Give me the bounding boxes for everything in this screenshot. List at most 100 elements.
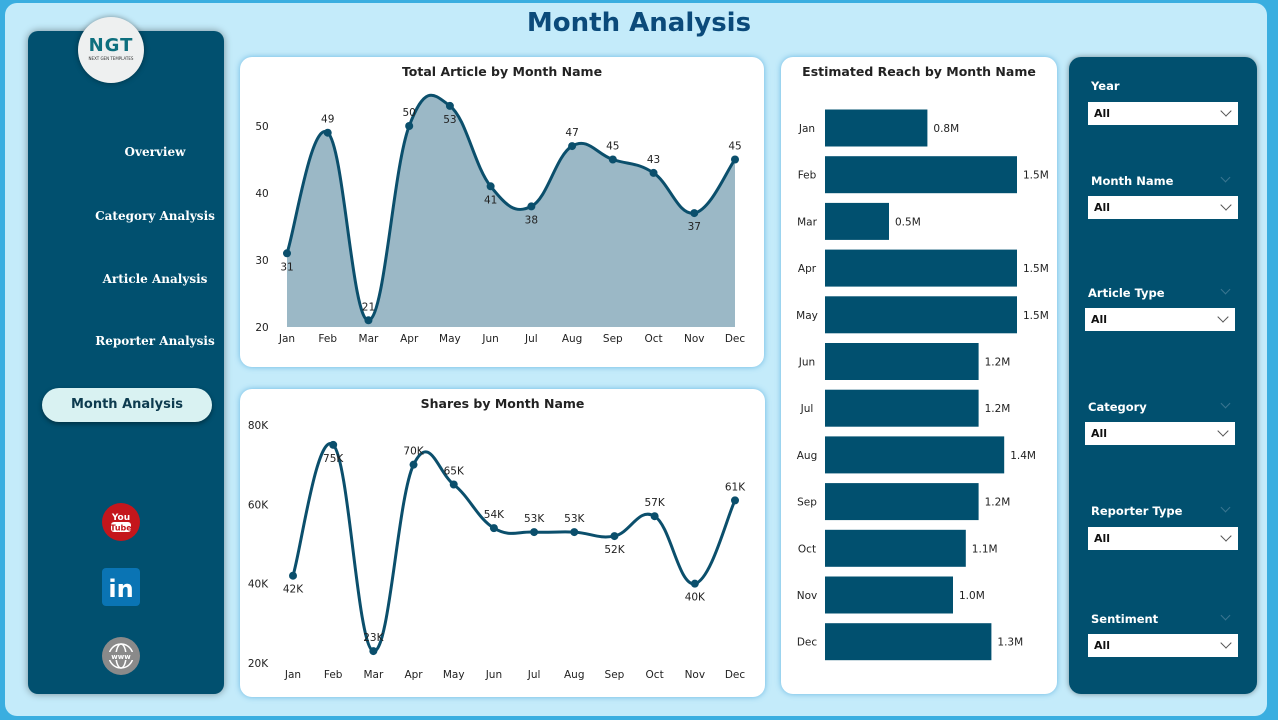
data-label: 43 — [647, 154, 660, 166]
y-tick-label: 20 — [255, 322, 268, 334]
chevron-down-icon — [1220, 530, 1232, 542]
chevron-down-icon — [1220, 637, 1232, 649]
svg-text:Tube: Tube — [110, 524, 132, 533]
data-label: 50 — [402, 107, 415, 119]
x-tick-label: Jan — [278, 333, 295, 345]
reporter-type-dropdown[interactable]: All — [1088, 527, 1238, 550]
data-label: 37 — [688, 221, 701, 233]
svg-text:in: in — [108, 575, 133, 603]
y-tick-label: 30 — [255, 255, 268, 267]
data-label: 40K — [685, 592, 706, 604]
x-tick-label: Jul — [527, 669, 541, 681]
x-tick-label: Apr — [404, 669, 423, 681]
x-tick-label: Mar — [359, 333, 379, 345]
x-tick-label: May — [443, 669, 465, 681]
data-label: 52K — [604, 544, 625, 556]
data-label: 0.5M — [895, 216, 921, 228]
chart-title: Total Article by Month Name — [401, 64, 603, 79]
data-label: 70K — [403, 446, 424, 458]
chevron-down-icon — [1217, 311, 1229, 323]
data-point — [364, 316, 373, 325]
data-point — [610, 532, 619, 541]
bar — [825, 296, 1017, 334]
x-tick-label: Mar — [363, 669, 383, 681]
data-point — [650, 512, 659, 521]
shares-chart-card: Shares by Month Name 20K 40K 60K 80K Jan Feb M… — [240, 389, 765, 697]
linkedin-icon[interactable]: in — [101, 567, 141, 607]
x-tick-label: Feb — [324, 669, 343, 681]
year-dropdown[interactable]: All — [1088, 102, 1238, 125]
dropdown-value: All — [1094, 532, 1111, 545]
data-point — [527, 202, 536, 211]
area-fill — [287, 95, 735, 327]
y-category-label: Jan — [798, 123, 815, 135]
y-category-label: Jul — [800, 403, 814, 415]
x-tick-label: Feb — [318, 333, 337, 345]
x-tick-label: Aug — [564, 669, 585, 681]
data-label: 1.2M — [985, 497, 1011, 509]
sentiment-dropdown[interactable]: All — [1088, 634, 1238, 657]
y-category-label: May — [796, 310, 818, 322]
data-label: 0.8M — [933, 123, 959, 135]
total-article-chart-card: Total Article by Month Name 20 30 40 50 Jan F… — [240, 57, 764, 367]
filter-label-sentiment: Sentiment — [1091, 612, 1159, 626]
nav-category-analysis[interactable]: Category Analysis — [95, 209, 215, 223]
y-category-label: Oct — [798, 543, 816, 555]
data-label: 53 — [443, 114, 456, 126]
data-label: 1.5M — [1023, 170, 1049, 182]
x-tick-label: Jul — [524, 333, 538, 345]
x-tick-label: Dec — [725, 669, 746, 681]
bar — [825, 436, 1005, 474]
data-label: 1.2M — [985, 403, 1011, 415]
bar — [825, 249, 1017, 287]
data-point — [486, 182, 495, 191]
data-label: 53K — [564, 513, 585, 525]
data-point — [649, 168, 658, 177]
logo-subtitle: NEXT GEN TEMPLATES — [88, 56, 134, 61]
svg-text:www: www — [111, 653, 131, 661]
month-name-dropdown[interactable]: All — [1088, 196, 1238, 219]
nav-overview[interactable]: Overview — [124, 145, 186, 159]
data-point — [449, 480, 458, 489]
series-line — [291, 442, 737, 653]
data-label: 57K — [645, 497, 666, 509]
x-tick-label: Sep — [603, 333, 623, 345]
chevron-down-icon — [1220, 199, 1232, 211]
data-label: 1.1M — [972, 543, 998, 555]
y-category-label: Feb — [798, 170, 817, 182]
x-tick-label: Jun — [481, 333, 498, 345]
bar — [825, 343, 979, 380]
data-label: 1.3M — [997, 637, 1023, 649]
bar — [825, 576, 953, 614]
nav-article-analysis[interactable]: Article Analysis — [102, 272, 208, 286]
category-dropdown[interactable]: All — [1085, 422, 1235, 445]
data-point — [570, 528, 579, 537]
dropdown-value: All — [1091, 313, 1108, 326]
data-point — [289, 571, 297, 580]
nav-reporter-analysis[interactable]: Reporter Analysis — [95, 334, 215, 348]
y-category-label: Dec — [797, 637, 818, 649]
data-label: 61K — [725, 481, 746, 493]
chevron-down-icon — [1220, 284, 1231, 295]
globe-www-icon[interactable]: www — [101, 636, 141, 676]
bar — [825, 156, 1017, 194]
x-tick-label: Apr — [400, 333, 419, 345]
data-point — [405, 122, 414, 130]
data-label: 1.5M — [1023, 263, 1049, 275]
shares-chart: 20K 40K 60K 80K Jan Feb Mar Apr May Jun Jul Aug Sep O… — [248, 420, 746, 681]
data-point — [690, 209, 699, 218]
data-label: 38 — [525, 214, 538, 226]
nav-month-analysis[interactable]: Month Analysis — [42, 388, 212, 422]
y-tick-label: 50 — [255, 121, 268, 133]
y-category-label: Sep — [797, 497, 817, 509]
data-point — [690, 579, 699, 588]
article-type-dropdown[interactable]: All — [1085, 308, 1235, 331]
data-point — [445, 101, 454, 110]
y-category-label: Nov — [797, 590, 818, 602]
x-tick-label: Sep — [605, 669, 625, 681]
bar — [825, 623, 992, 661]
x-tick-label: Oct — [644, 333, 662, 345]
y-tick-label: 60K — [248, 499, 269, 511]
x-tick-label: Jan — [284, 669, 301, 681]
